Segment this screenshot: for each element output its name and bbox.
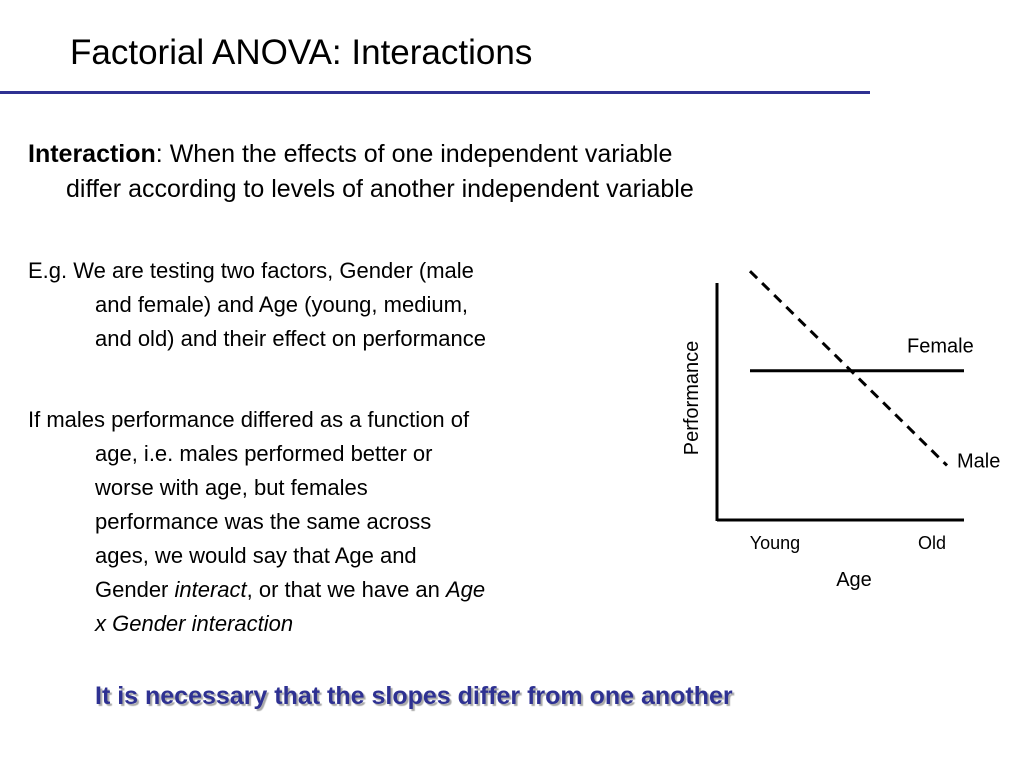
example-line-1: E.g. We are testing two factors, Gender … — [28, 258, 474, 283]
example-line-3: and old) and their effect on performance — [95, 326, 486, 351]
emphasis-interaction: x Gender interaction — [95, 611, 294, 636]
definition-text: : When the effects of one independent va… — [155, 140, 673, 168]
x-tick-label: Young — [750, 533, 800, 553]
conclusion-text: It is necessary that the slopes differ f… — [95, 682, 733, 710]
explanation-line-5: ages, we would say that Age and — [95, 543, 417, 568]
explanation-line-4: performance was the same across — [95, 509, 432, 534]
series-line-male — [748, 270, 949, 467]
x-tick-labels: Young Old — [750, 533, 946, 553]
explanation-line-3: worse with age, but females — [95, 475, 368, 500]
x-tick-label: Old — [918, 533, 946, 553]
series-labels: Female Male — [907, 336, 1000, 473]
explanation-line-2: age, i.e. males performed better or — [95, 441, 433, 466]
definition-text-line2: differ according to levels of another in… — [66, 175, 694, 203]
explanation-line-6: Gender interact, or that we have an Age — [28, 573, 618, 607]
x-axis-label: Age — [836, 569, 872, 591]
example-line-2: and female) and Age (young, medium, — [95, 292, 469, 317]
example-paragraph: E.g. We are testing two factors, Gender … — [28, 254, 618, 356]
definition-block: Interaction: When the effects of one ind… — [28, 137, 888, 207]
series-label-male: Male — [957, 450, 1000, 472]
emphasis-interact: interact — [174, 577, 247, 602]
definition-term: Interaction — [28, 140, 156, 168]
explanation-line-7: x Gender interaction — [28, 607, 618, 641]
y-axis-label: Performance — [681, 341, 703, 456]
explanation-line-1: If males performance differed as a funct… — [28, 407, 470, 432]
title-underline — [0, 91, 870, 94]
series-lines — [748, 270, 964, 467]
interaction-chart: Performance Age Young Old Female Male — [681, 270, 1000, 591]
explanation-text: , or that we have an — [246, 577, 446, 602]
explanation-paragraph: If males performance differed as a funct… — [28, 403, 618, 641]
emphasis-age: Age — [446, 577, 486, 602]
series-label-female: Female — [907, 336, 974, 358]
explanation-text: Gender — [95, 577, 175, 602]
slide-title: Factorial ANOVA: Interactions — [70, 33, 533, 72]
